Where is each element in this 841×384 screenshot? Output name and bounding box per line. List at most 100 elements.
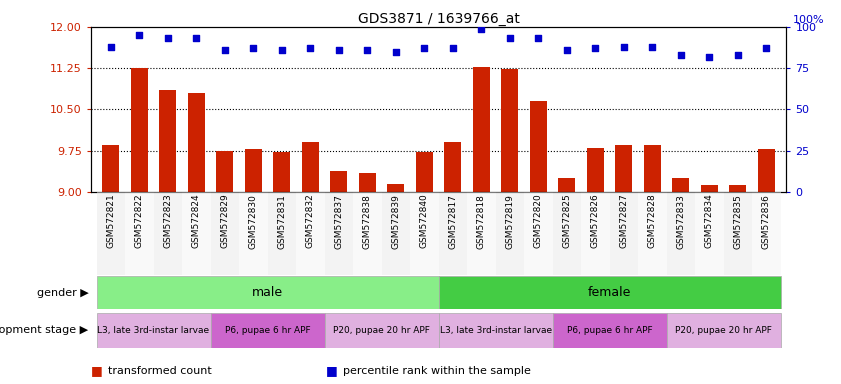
Bar	[553, 313, 667, 348]
Text: GSM572826: GSM572826	[591, 194, 600, 248]
Bar	[667, 313, 780, 348]
Point	[304, 45, 317, 51]
Bar	[188, 93, 205, 192]
Point	[617, 44, 631, 50]
Bar	[758, 149, 775, 192]
Bar	[103, 145, 119, 192]
Point	[589, 45, 602, 51]
Text: male: male	[252, 286, 283, 299]
Bar	[182, 192, 210, 275]
Bar	[302, 142, 319, 192]
Text: L3, late 3rd-instar larvae: L3, late 3rd-instar larvae	[98, 326, 209, 335]
Point	[332, 47, 346, 53]
Bar	[495, 192, 524, 275]
Point	[503, 35, 516, 41]
Bar	[245, 149, 262, 192]
Text: development stage ▶: development stage ▶	[0, 325, 88, 335]
Bar	[439, 313, 553, 348]
Text: GSM572829: GSM572829	[220, 194, 230, 248]
Y-axis label: 100%: 100%	[793, 15, 825, 25]
Text: female: female	[588, 286, 632, 299]
Bar	[553, 192, 581, 275]
Text: GSM572837: GSM572837	[335, 194, 343, 248]
Bar	[610, 192, 638, 275]
Bar	[273, 152, 290, 192]
Point	[389, 49, 403, 55]
Bar	[501, 69, 518, 192]
Bar	[439, 276, 780, 309]
Bar	[130, 68, 148, 192]
Point	[133, 32, 146, 38]
Bar	[558, 178, 575, 192]
Bar	[616, 145, 632, 192]
Bar	[387, 184, 405, 192]
Bar	[587, 148, 604, 192]
Bar	[696, 192, 723, 275]
Point	[246, 45, 260, 51]
Bar	[210, 192, 239, 275]
Text: GSM572840: GSM572840	[420, 194, 429, 248]
Bar	[415, 152, 433, 192]
Bar	[97, 192, 125, 275]
Bar	[530, 101, 547, 192]
Bar	[154, 192, 182, 275]
Point	[759, 45, 773, 51]
Text: GSM572821: GSM572821	[106, 194, 115, 248]
Bar	[723, 192, 752, 275]
Point	[418, 45, 431, 51]
Bar	[444, 142, 462, 192]
Bar	[410, 192, 439, 275]
Text: GSM572830: GSM572830	[249, 194, 258, 248]
Text: GSM572818: GSM572818	[477, 194, 486, 248]
Text: L3, late 3rd-instar larvae: L3, late 3rd-instar larvae	[440, 326, 552, 335]
Point	[532, 35, 545, 41]
Text: GSM572823: GSM572823	[163, 194, 172, 248]
Text: GSM572838: GSM572838	[362, 194, 372, 248]
Bar	[325, 313, 439, 348]
Point	[674, 52, 688, 58]
Bar	[701, 185, 718, 192]
Bar	[667, 192, 696, 275]
Bar	[729, 185, 747, 192]
Point	[446, 45, 459, 51]
Text: GSM572836: GSM572836	[762, 194, 771, 248]
Bar	[467, 192, 495, 275]
Point	[218, 47, 231, 53]
Point	[104, 44, 118, 50]
Bar	[239, 192, 267, 275]
Point	[702, 53, 716, 60]
Bar	[439, 192, 467, 275]
Bar	[638, 192, 667, 275]
Text: GSM572820: GSM572820	[534, 194, 542, 248]
Point	[646, 44, 659, 50]
Bar	[359, 173, 376, 192]
Bar	[524, 192, 553, 275]
Bar	[644, 145, 661, 192]
Bar	[296, 192, 325, 275]
Bar	[353, 192, 382, 275]
Bar	[672, 178, 690, 192]
Point	[275, 47, 288, 53]
Text: GSM572831: GSM572831	[278, 194, 286, 248]
Bar	[97, 276, 439, 309]
Text: gender ▶: gender ▶	[36, 288, 88, 298]
Point	[161, 35, 175, 41]
Point	[731, 52, 744, 58]
Bar	[382, 192, 410, 275]
Point	[560, 47, 574, 53]
Bar	[210, 313, 325, 348]
Bar	[581, 192, 610, 275]
Text: GSM572839: GSM572839	[391, 194, 400, 248]
Bar	[267, 192, 296, 275]
Text: GSM572833: GSM572833	[676, 194, 685, 248]
Bar	[125, 192, 154, 275]
Text: GSM572834: GSM572834	[705, 194, 714, 248]
Bar	[216, 151, 233, 192]
Text: GSM572819: GSM572819	[505, 194, 515, 248]
Text: ■: ■	[91, 364, 103, 377]
Bar	[159, 90, 177, 192]
Text: percentile rank within the sample: percentile rank within the sample	[343, 366, 531, 376]
Bar	[752, 192, 780, 275]
Text: GSM572827: GSM572827	[619, 194, 628, 248]
Text: ■: ■	[326, 364, 338, 377]
